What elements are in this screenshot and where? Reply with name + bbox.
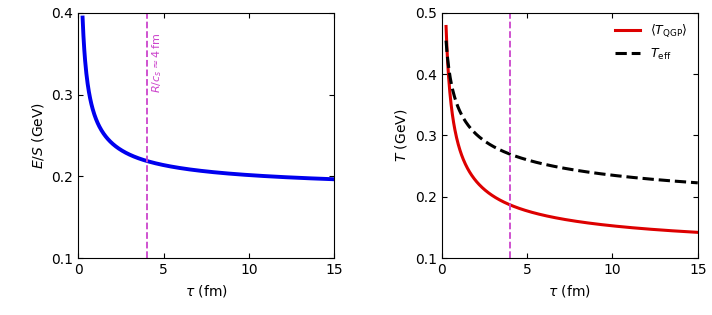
X-axis label: $\tau$ (fm): $\tau$ (fm)	[185, 283, 228, 299]
$T_{\mathrm{eff}}$	[486, 143, 495, 147]
$\langle T_{\mathrm{QGP}}\rangle$	[506, 203, 515, 207]
$\langle T_{\mathrm{QGP}}\rangle$	[632, 226, 640, 230]
$\langle T_{\mathrm{QGP}}\rangle$	[555, 217, 564, 220]
$T_{\mathrm{eff}}$	[632, 176, 640, 180]
Legend: $\langle T_{\mathrm{QGP}}\rangle$, $T_{\mathrm{eff}}$: $\langle T_{\mathrm{QGP}}\rangle$, $T_{\…	[612, 19, 691, 66]
Line: $\langle T_{\mathrm{QGP}}\rangle$: $\langle T_{\mathrm{QGP}}\rangle$	[446, 26, 698, 232]
$T_{\mathrm{eff}}$	[590, 171, 599, 175]
$\langle T_{\mathrm{QGP}}\rangle$	[590, 222, 599, 226]
Text: $R/c_s \approx 4\,\mathrm{fm}$: $R/c_s \approx 4\,\mathrm{fm}$	[150, 33, 164, 94]
$\langle T_{\mathrm{QGP}}\rangle$	[441, 25, 450, 28]
$\langle T_{\mathrm{QGP}}\rangle$	[486, 192, 495, 196]
Y-axis label: $T$ (GeV): $T$ (GeV)	[393, 109, 409, 162]
$T_{\mathrm{eff}}$	[555, 166, 564, 169]
Line: $T_{\mathrm{eff}}$: $T_{\mathrm{eff}}$	[446, 41, 698, 183]
X-axis label: $\tau$ (fm): $\tau$ (fm)	[548, 283, 591, 299]
$T_{\mathrm{eff}}$	[506, 152, 515, 156]
$\langle T_{\mathrm{QGP}}\rangle$	[610, 224, 619, 228]
Y-axis label: $E/S$ (GeV): $E/S$ (GeV)	[30, 102, 46, 169]
$T_{\mathrm{eff}}$	[693, 181, 702, 185]
$T_{\mathrm{eff}}$	[441, 39, 450, 43]
$\langle T_{\mathrm{QGP}}\rangle$	[693, 231, 702, 234]
$T_{\mathrm{eff}}$	[610, 174, 619, 177]
